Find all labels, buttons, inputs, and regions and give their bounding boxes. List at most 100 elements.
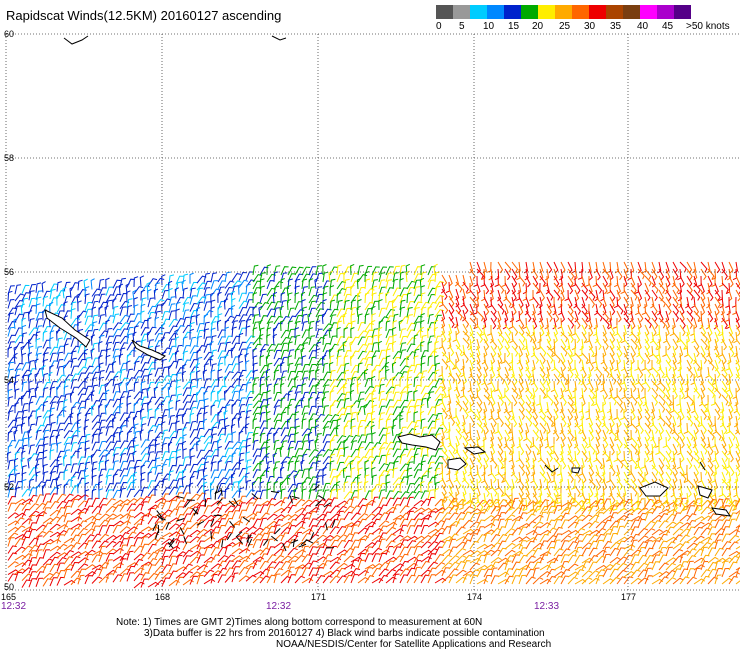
- wind-barb: [371, 305, 376, 318]
- wind-barb: [203, 390, 208, 402]
- wind-barb: [203, 505, 212, 514]
- wind-barb: [420, 306, 427, 318]
- wind-barb: [721, 338, 728, 351]
- wind-barb: [602, 303, 607, 316]
- wind-barb: [651, 324, 657, 337]
- wind-barb: [329, 545, 338, 556]
- wind-barb: [567, 331, 574, 343]
- wind-barb: [350, 512, 361, 521]
- wind-barb: [606, 282, 611, 295]
- wind-barb: [7, 326, 15, 337]
- wind-barb: [84, 489, 90, 500]
- wind-barb: [378, 377, 386, 388]
- wind-barb: [28, 387, 35, 399]
- wind-barb: [476, 554, 486, 564]
- wind-barb: [49, 571, 60, 580]
- wind-barb: [627, 464, 632, 476]
- wind-barb: [552, 317, 557, 330]
- wind-barb: [175, 449, 182, 460]
- wind-barb: [504, 394, 512, 406]
- wind-barb: [91, 525, 100, 535]
- wind-barb: [392, 372, 403, 381]
- wind-barb: [679, 275, 685, 288]
- wind-barb: [707, 303, 712, 316]
- wind-barb: [665, 422, 673, 434]
- contaminated-wind-barb: [298, 543, 307, 548]
- wind-barb: [728, 366, 734, 379]
- wind-barb: [537, 331, 542, 344]
- wind-barb: [469, 296, 477, 308]
- wind-barb: [41, 484, 47, 496]
- wind-barb: [571, 275, 576, 288]
- wind-barb: [462, 519, 473, 528]
- wind-barb: [434, 467, 441, 479]
- wind-barb: [237, 283, 243, 295]
- wind-barb: [706, 338, 711, 351]
- wind-barb: [518, 574, 527, 585]
- wind-barb: [490, 471, 497, 484]
- wind-barb: [98, 449, 109, 458]
- wind-barb: [483, 422, 489, 435]
- wind-barb: [161, 555, 169, 566]
- wind-barb: [580, 359, 585, 372]
- wind-barb: [658, 570, 670, 578]
- wind-barb: [679, 514, 691, 522]
- wind-barb: [175, 308, 180, 320]
- wind-barb: [259, 272, 267, 283]
- wind-barb: [469, 436, 476, 448]
- wind-barb: [70, 435, 78, 445]
- wind-barb: [140, 368, 149, 378]
- wind-barb: [287, 362, 294, 374]
- wind-barb: [488, 268, 493, 281]
- wind-barb: [413, 518, 423, 528]
- wind-barb: [237, 416, 243, 428]
- wind-barb: [714, 324, 721, 336]
- wind-barb: [20, 422, 26, 434]
- wind-barb: [693, 366, 698, 379]
- wind-barb: [91, 377, 98, 388]
- wind-barb: [448, 484, 453, 497]
- contaminated-wind-barb: [315, 500, 322, 507]
- wind-barb: [238, 566, 249, 575]
- wind-barb: [627, 429, 632, 442]
- wind-barb: [21, 530, 31, 539]
- wind-barb: [371, 512, 383, 521]
- wind-barb: [356, 277, 362, 290]
- wind-barb: [202, 481, 208, 493]
- wind-barb: [476, 324, 483, 336]
- wind-barb: [147, 494, 156, 504]
- contaminated-wind-barb: [300, 539, 308, 546]
- wind-barb: [161, 538, 173, 545]
- wind-barb: [336, 518, 345, 528]
- wind-barb: [119, 453, 127, 463]
- wind-barb: [476, 534, 487, 543]
- wind-barb: [238, 369, 247, 379]
- wind-barb: [413, 363, 421, 374]
- wind-barb: [238, 271, 247, 281]
- wind-barb: [370, 375, 376, 388]
- wind-barb: [588, 394, 595, 407]
- wind-barb: [280, 521, 293, 528]
- wind-barb: [161, 509, 173, 517]
- wind-barb: [280, 575, 292, 584]
- wind-barb: [564, 499, 569, 511]
- wind-barb: [644, 352, 651, 365]
- wind-barb: [406, 546, 416, 556]
- wind-barb: [609, 533, 618, 543]
- contaminated-wind-barb: [246, 534, 252, 542]
- wind-barb: [385, 560, 395, 570]
- wind-barb: [580, 478, 585, 491]
- wind-barb: [413, 477, 424, 486]
- wind-barb: [469, 485, 476, 497]
- wind-barb: [70, 454, 75, 466]
- wind-barb: [98, 412, 106, 423]
- wind-barb: [28, 487, 37, 497]
- wind-barb: [224, 280, 235, 289]
- wind-barb: [210, 369, 216, 381]
- wind-barb: [413, 411, 419, 423]
- wind-barb: [433, 326, 439, 339]
- wind-barb: [530, 457, 535, 470]
- wind-barb: [174, 336, 180, 348]
- wind-barb: [644, 443, 650, 456]
- wind-barb: [27, 310, 33, 322]
